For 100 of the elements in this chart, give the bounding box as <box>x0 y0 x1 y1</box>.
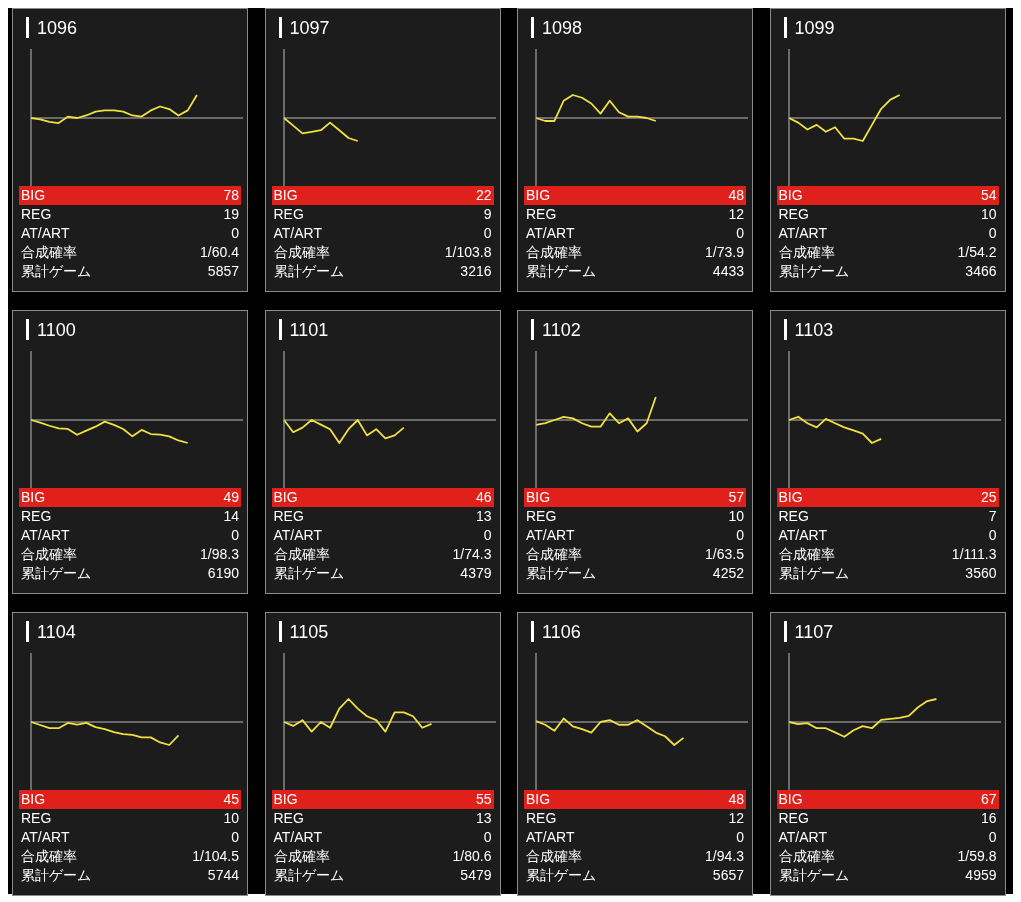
text: 累計ゲーム <box>273 564 344 583</box>
text: 54 <box>980 186 997 205</box>
text: 5657 <box>712 866 744 885</box>
text: 1/103.8 <box>444 243 492 262</box>
text: 48 <box>728 186 744 205</box>
text: 1/74.3 <box>452 545 492 564</box>
text: 1/80.6 <box>452 847 492 866</box>
text: 合成確率 <box>273 545 330 564</box>
text: AT/ART <box>526 224 575 243</box>
text: 0 <box>736 526 744 545</box>
text: 4959 <box>965 866 997 885</box>
text: BIG <box>21 488 46 507</box>
text: 累計ゲーム <box>21 262 91 281</box>
text: 9 <box>483 205 492 224</box>
text: 13 <box>475 507 492 526</box>
text: 1/104.5 <box>192 847 239 866</box>
text: 合成確率 <box>778 847 835 866</box>
text: BIG <box>526 790 551 809</box>
text: 16 <box>980 809 997 828</box>
chart-title: 1101 <box>289 320 329 341</box>
text: 3560 <box>965 564 997 583</box>
text: REG <box>778 205 809 224</box>
text: 1/111.3 <box>951 545 997 564</box>
text: REG <box>273 205 304 224</box>
text: 78 <box>223 186 239 205</box>
text: 0 <box>483 224 492 243</box>
text: 3216 <box>460 262 492 281</box>
text: 累計ゲーム <box>526 262 596 281</box>
text: 累計ゲーム <box>778 262 849 281</box>
chart-title: 1105 <box>289 622 329 643</box>
text: 12 <box>728 205 744 224</box>
text: 1/98.3 <box>200 545 239 564</box>
text: REG <box>526 809 557 828</box>
text: 累計ゲーム <box>273 866 344 885</box>
text: 累計ゲーム <box>21 564 91 583</box>
chart-title: 1102 <box>542 320 581 341</box>
text: BIG <box>21 790 46 809</box>
text: 合成確率 <box>273 847 330 866</box>
chart-title: 1097 <box>289 18 330 39</box>
text: AT/ART <box>21 224 70 243</box>
text: 1/63.5 <box>705 545 744 564</box>
text: BIG <box>778 790 803 809</box>
text: 0 <box>483 828 492 847</box>
text: 0 <box>988 224 997 243</box>
chart-title: 1106 <box>542 622 581 643</box>
text: 合成確率 <box>778 243 835 262</box>
text: 5857 <box>207 262 239 281</box>
text: AT/ART <box>526 828 575 847</box>
text: AT/ART <box>778 224 827 243</box>
text: 累計ゲーム <box>526 564 596 583</box>
text: BIG <box>526 186 551 205</box>
text: 合成確率 <box>778 545 835 564</box>
text: 1/60.4 <box>200 243 239 262</box>
text: BIG <box>273 186 298 205</box>
text: REG <box>273 507 304 526</box>
text: 4252 <box>712 564 744 583</box>
text: 12 <box>728 809 744 828</box>
text: AT/ART <box>273 828 322 847</box>
text: 55 <box>475 790 492 809</box>
text: 合成確率 <box>21 545 77 564</box>
text: 0 <box>988 828 997 847</box>
text: 5744 <box>207 866 239 885</box>
text: 10 <box>980 205 997 224</box>
text: 14 <box>223 507 239 526</box>
text: AT/ART <box>526 526 575 545</box>
text: 19 <box>223 205 239 224</box>
text: REG <box>21 205 52 224</box>
text: 13 <box>475 809 492 828</box>
text: AT/ART <box>21 828 70 847</box>
text: 45 <box>223 790 239 809</box>
text: AT/ART <box>778 526 827 545</box>
text: 合成確率 <box>526 545 582 564</box>
text: REG <box>526 205 557 224</box>
text: 1/59.8 <box>957 847 997 866</box>
text: 4379 <box>460 564 492 583</box>
text: 3466 <box>965 262 997 281</box>
text: BIG <box>526 488 551 507</box>
text: 46 <box>475 488 492 507</box>
text: 49 <box>223 488 239 507</box>
text: 0 <box>231 526 239 545</box>
text: 合成確率 <box>526 847 582 866</box>
text: REG <box>273 809 304 828</box>
text: BIG <box>21 186 46 205</box>
text: 4433 <box>712 262 744 281</box>
text: 48 <box>728 790 744 809</box>
chart-title: 1100 <box>37 320 76 341</box>
text: 0 <box>736 224 744 243</box>
text: 1/73.9 <box>705 243 744 262</box>
text: 57 <box>728 488 744 507</box>
text: 合成確率 <box>273 243 330 262</box>
text: 合成確率 <box>21 243 77 262</box>
text: 22 <box>475 186 492 205</box>
text: 1/54.2 <box>957 243 997 262</box>
chart-title: 1099 <box>794 18 835 39</box>
text: REG <box>526 507 557 526</box>
text: 10 <box>223 809 239 828</box>
text: BIG <box>778 186 803 205</box>
text: AT/ART <box>273 224 322 243</box>
text: 10 <box>728 507 744 526</box>
text: AT/ART <box>21 526 70 545</box>
